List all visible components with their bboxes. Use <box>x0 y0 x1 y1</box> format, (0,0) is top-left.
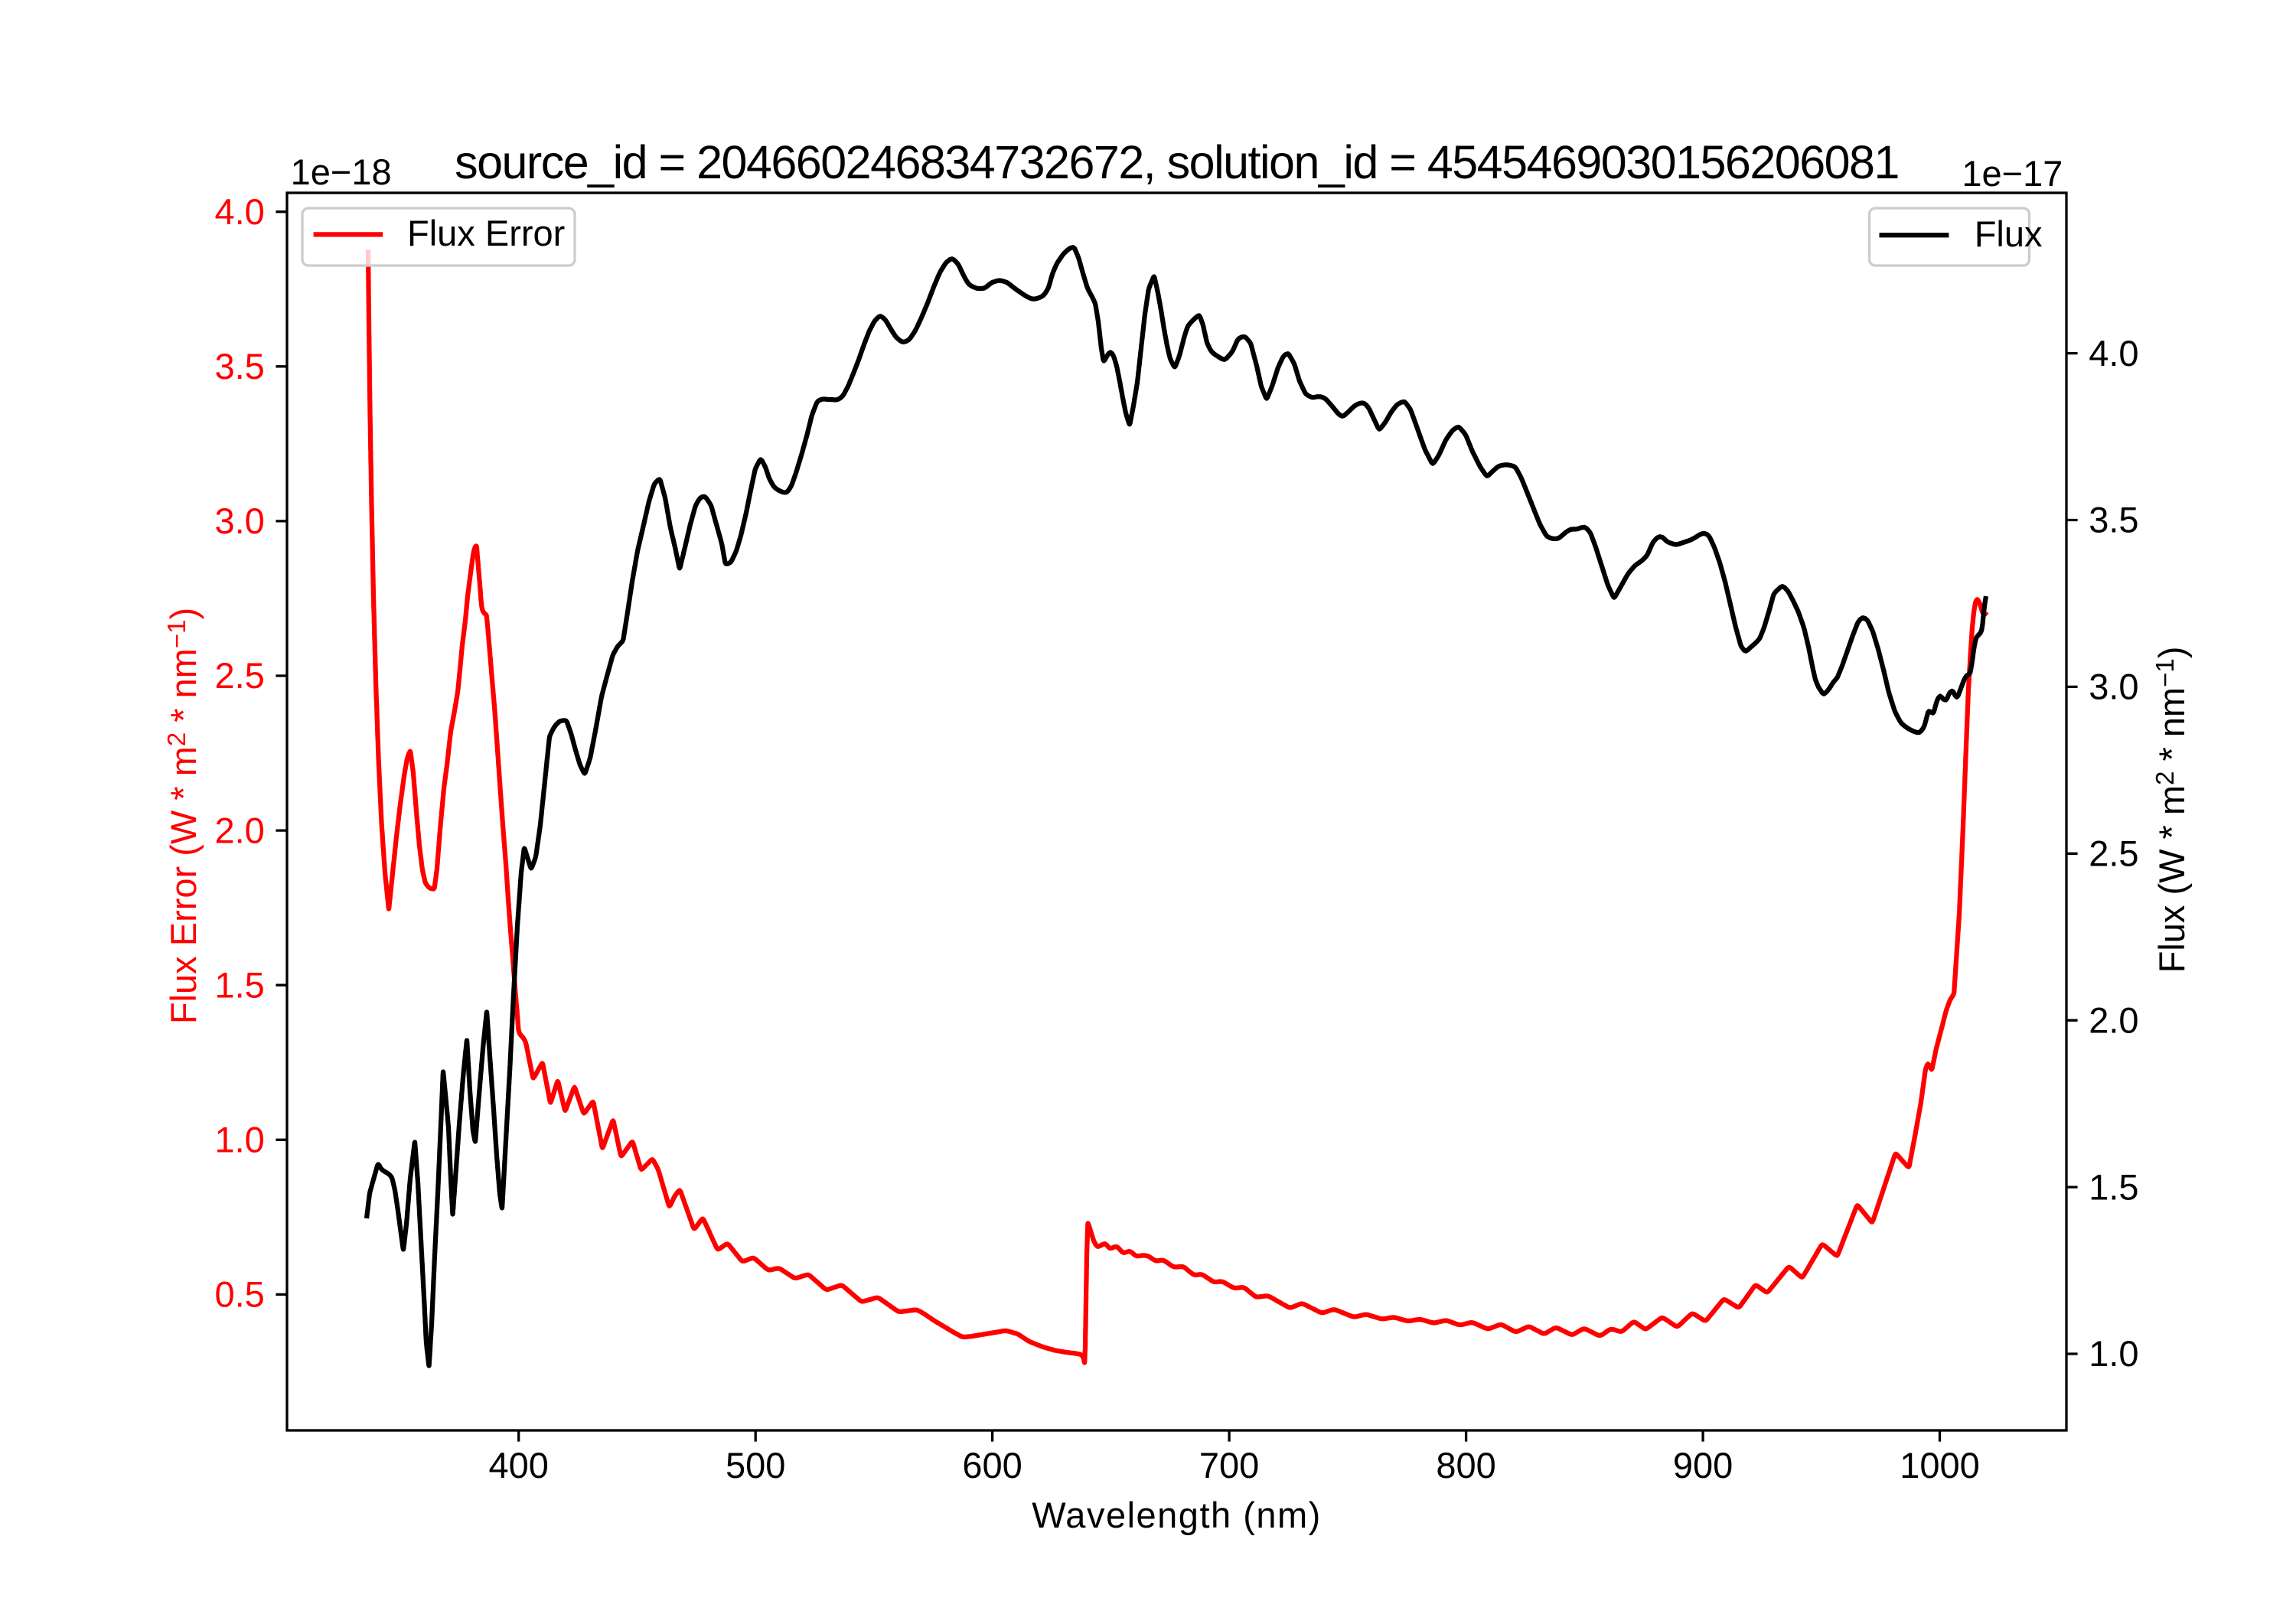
svg-text:2.5: 2.5 <box>214 655 264 696</box>
svg-text:Flux (W * m2 * nm−1): Flux (W * m2 * nm−1) <box>2151 647 2192 973</box>
svg-text:3.5: 3.5 <box>2089 500 2138 540</box>
svg-text:2.5: 2.5 <box>2089 833 2138 874</box>
svg-text:600: 600 <box>962 1445 1022 1485</box>
svg-text:500: 500 <box>726 1445 785 1485</box>
svg-text:700: 700 <box>1199 1445 1259 1485</box>
svg-text:Flux: Flux <box>1975 214 2043 254</box>
svg-text:1.5: 1.5 <box>2089 1166 2138 1207</box>
svg-text:800: 800 <box>1436 1445 1495 1485</box>
svg-text:source_id = 204660246834732672: source_id = 204660246834732672, solution… <box>455 136 1899 188</box>
svg-text:Flux Error: Flux Error <box>407 213 565 253</box>
svg-text:Flux Error (W * m2 * nm−1): Flux Error (W * m2 * nm−1) <box>162 608 204 1024</box>
svg-text:4.0: 4.0 <box>214 191 264 232</box>
svg-text:0.5: 0.5 <box>214 1274 264 1315</box>
svg-text:1.0: 1.0 <box>214 1120 264 1160</box>
svg-text:Wavelength (nm): Wavelength (nm) <box>1032 1495 1322 1535</box>
svg-text:1e−18: 1e−18 <box>291 152 392 192</box>
svg-text:400: 400 <box>488 1445 548 1485</box>
svg-text:1e−17: 1e−17 <box>1962 153 2063 194</box>
svg-text:3.0: 3.0 <box>214 501 264 541</box>
svg-text:1.5: 1.5 <box>214 964 264 1005</box>
svg-text:1.0: 1.0 <box>2089 1333 2138 1374</box>
svg-text:2.0: 2.0 <box>214 810 264 850</box>
svg-text:4.0: 4.0 <box>2089 333 2138 373</box>
svg-text:3.5: 3.5 <box>214 346 264 386</box>
svg-text:1000: 1000 <box>1900 1445 1980 1485</box>
svg-text:900: 900 <box>1673 1445 1733 1485</box>
svg-text:3.0: 3.0 <box>2089 667 2138 707</box>
svg-text:2.0: 2.0 <box>2089 1000 2138 1040</box>
